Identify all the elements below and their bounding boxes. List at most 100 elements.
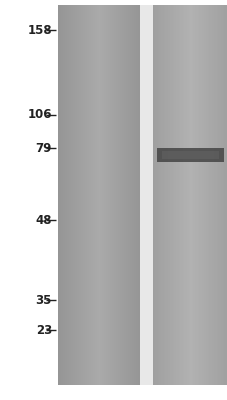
Bar <box>226 5 227 385</box>
Bar <box>67 5 68 385</box>
Bar <box>223 5 224 385</box>
Bar <box>193 5 194 385</box>
Bar <box>76 5 77 385</box>
Bar <box>184 5 185 385</box>
Bar <box>94 5 95 385</box>
Bar <box>201 5 202 385</box>
Bar <box>171 5 172 385</box>
Bar <box>204 5 205 385</box>
Bar <box>152 5 153 385</box>
Bar <box>100 5 101 385</box>
Bar <box>81 5 82 385</box>
Bar <box>104 5 105 385</box>
Bar <box>207 5 208 385</box>
Text: 35: 35 <box>35 294 52 306</box>
Bar <box>164 5 165 385</box>
Bar <box>172 5 173 385</box>
Bar <box>89 5 90 385</box>
Bar <box>154 5 155 385</box>
Bar <box>157 5 158 385</box>
Bar <box>119 5 121 385</box>
Bar <box>58 5 139 385</box>
Bar <box>179 5 180 385</box>
Bar <box>209 5 210 385</box>
Bar <box>221 5 222 385</box>
Bar <box>99 5 100 385</box>
Bar <box>152 5 227 385</box>
Bar <box>199 5 200 385</box>
Bar <box>127 5 128 385</box>
Bar <box>93 5 94 385</box>
Bar <box>192 5 193 385</box>
Bar <box>59 5 60 385</box>
Bar <box>177 5 178 385</box>
Bar <box>183 5 184 385</box>
Bar <box>165 5 166 385</box>
Bar <box>123 5 124 385</box>
Bar <box>176 5 177 385</box>
Bar <box>181 5 182 385</box>
Bar <box>206 5 207 385</box>
Bar <box>216 5 217 385</box>
Bar <box>200 5 201 385</box>
Bar <box>190 5 191 385</box>
Bar <box>220 5 221 385</box>
Bar <box>116 5 118 385</box>
Bar <box>218 5 219 385</box>
Bar <box>153 5 154 385</box>
Bar <box>101 5 103 385</box>
Bar <box>132 5 133 385</box>
Bar <box>88 5 89 385</box>
Bar <box>65 5 66 385</box>
Text: 48: 48 <box>35 214 52 226</box>
Bar <box>84 5 85 385</box>
Bar <box>129 5 131 385</box>
Bar <box>156 148 223 162</box>
Bar <box>213 5 214 385</box>
Bar <box>173 5 174 385</box>
Bar <box>134 5 135 385</box>
Bar <box>139 5 152 385</box>
Bar <box>205 5 206 385</box>
Bar <box>85 5 86 385</box>
Bar <box>194 5 195 385</box>
Bar <box>137 5 138 385</box>
Bar <box>105 5 106 385</box>
Bar <box>69 5 70 385</box>
Bar <box>111 5 113 385</box>
Bar <box>168 5 169 385</box>
Bar <box>122 5 123 385</box>
Bar <box>124 5 126 385</box>
Bar <box>98 5 99 385</box>
Bar <box>203 5 204 385</box>
Bar <box>133 5 134 385</box>
Bar <box>169 5 170 385</box>
Bar <box>161 151 218 159</box>
Bar <box>197 5 198 385</box>
Bar <box>195 5 196 385</box>
Bar <box>160 5 161 385</box>
Text: 23: 23 <box>36 324 52 336</box>
Bar <box>75 5 76 385</box>
Bar <box>219 5 220 385</box>
Bar <box>106 5 108 385</box>
Bar <box>86 5 87 385</box>
Bar <box>215 5 216 385</box>
Bar <box>80 5 81 385</box>
Bar <box>158 5 159 385</box>
Bar <box>138 5 139 385</box>
Text: 106: 106 <box>27 108 52 122</box>
Bar <box>62 5 63 385</box>
Bar <box>170 5 171 385</box>
Bar <box>222 5 223 385</box>
Bar <box>74 5 75 385</box>
Bar <box>217 5 218 385</box>
Bar <box>186 5 187 385</box>
Bar <box>189 5 190 385</box>
Bar <box>208 5 209 385</box>
Bar <box>66 5 67 385</box>
Bar <box>131 5 132 385</box>
Bar <box>87 5 88 385</box>
Bar <box>166 5 167 385</box>
Bar <box>156 5 157 385</box>
